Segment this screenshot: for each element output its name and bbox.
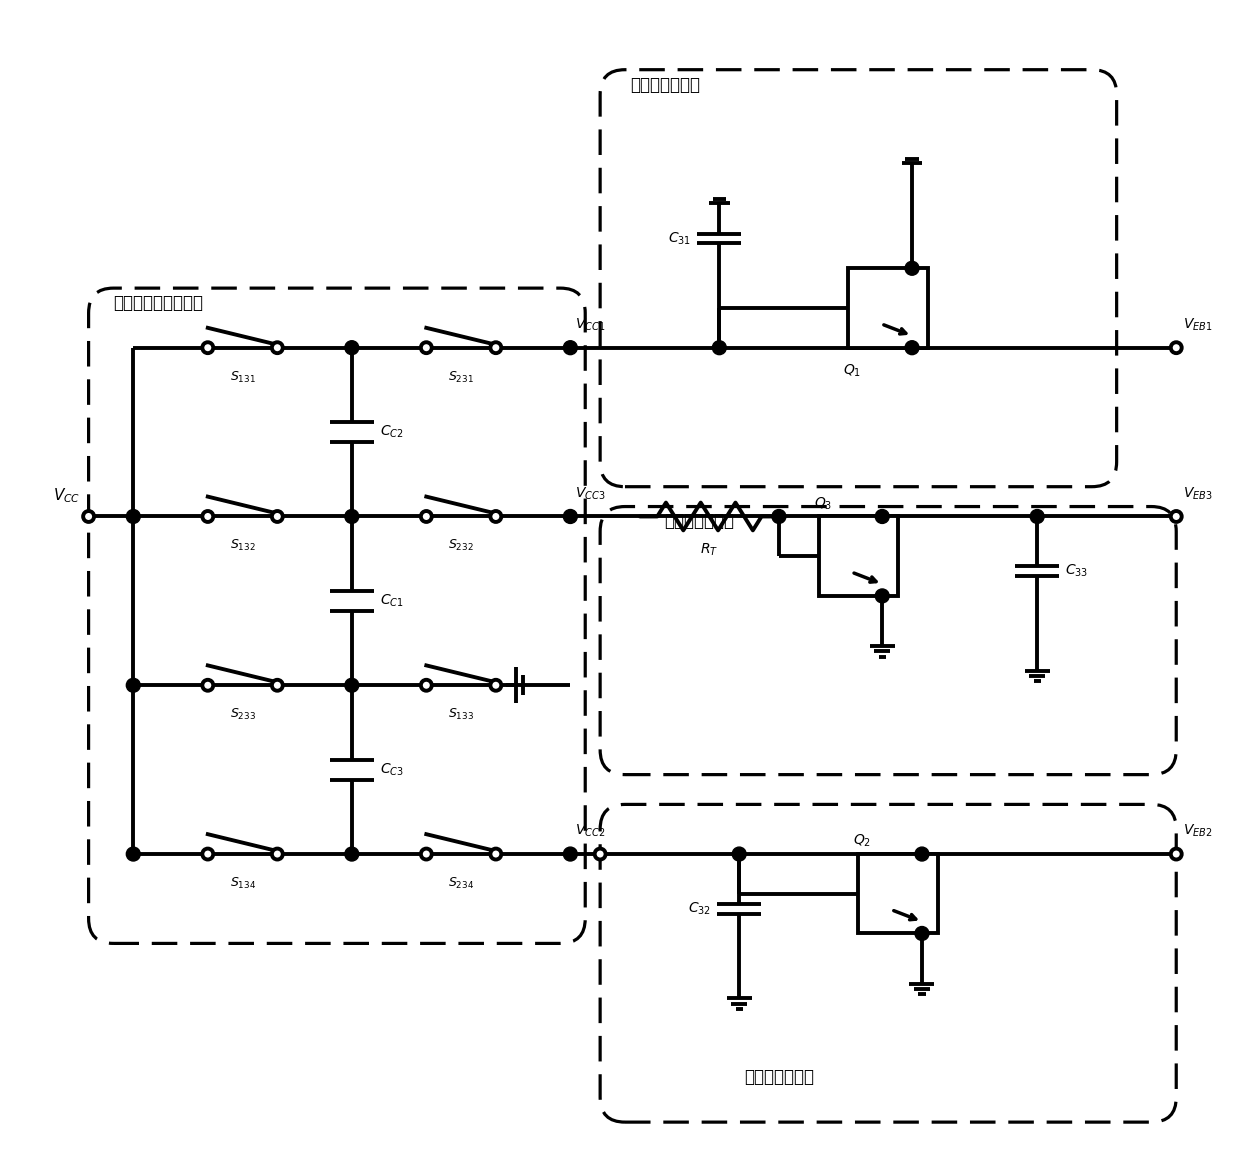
Text: $Q_3$: $Q_3$ (813, 496, 832, 512)
Circle shape (83, 511, 94, 522)
Circle shape (563, 340, 578, 354)
Circle shape (1171, 511, 1182, 522)
Text: $V_{CC2}$: $V_{CC2}$ (575, 823, 605, 840)
Circle shape (126, 847, 140, 861)
Text: $C_{32}$: $C_{32}$ (688, 900, 712, 916)
Bar (858, 854, 937, 934)
Text: $Q_1$: $Q_1$ (843, 363, 862, 379)
Circle shape (915, 847, 929, 861)
Circle shape (905, 340, 919, 354)
Circle shape (875, 510, 889, 524)
Text: 锄位电路模块一: 锄位电路模块一 (630, 76, 699, 93)
Text: $V_{EB2}$: $V_{EB2}$ (1183, 823, 1213, 840)
Circle shape (345, 679, 358, 693)
Text: $C_{31}$: $C_{31}$ (668, 230, 692, 247)
Text: 三输出电容升压模块: 三输出电容升压模块 (113, 294, 203, 312)
Circle shape (490, 849, 501, 859)
Circle shape (563, 847, 578, 861)
Circle shape (202, 511, 213, 522)
Text: $C_{33}$: $C_{33}$ (1065, 563, 1089, 580)
Text: $V_{CC}$: $V_{CC}$ (53, 486, 81, 505)
Circle shape (420, 343, 432, 353)
Text: $Q_2$: $Q_2$ (853, 833, 872, 849)
Circle shape (563, 510, 578, 524)
Circle shape (126, 510, 140, 524)
Bar (818, 517, 898, 596)
Text: $V_{EB1}$: $V_{EB1}$ (1183, 316, 1213, 332)
Circle shape (595, 849, 605, 859)
Circle shape (202, 680, 213, 690)
Circle shape (420, 511, 432, 522)
Circle shape (202, 343, 213, 353)
Circle shape (915, 927, 929, 941)
Text: $S_{133}$: $S_{133}$ (448, 707, 474, 722)
Circle shape (126, 679, 140, 693)
Circle shape (272, 343, 283, 353)
Text: $C_{C2}$: $C_{C2}$ (379, 424, 403, 441)
Text: $S_{132}$: $S_{132}$ (229, 539, 255, 554)
Circle shape (272, 680, 283, 690)
Text: $S_{234}$: $S_{234}$ (448, 876, 474, 891)
Circle shape (202, 849, 213, 859)
Text: $V_{CC3}$: $V_{CC3}$ (575, 485, 605, 501)
Text: $V_{CC1}$: $V_{CC1}$ (575, 316, 605, 332)
Circle shape (905, 261, 919, 275)
Circle shape (773, 510, 786, 524)
Circle shape (420, 680, 432, 690)
Text: $C_{C3}$: $C_{C3}$ (379, 761, 403, 778)
Text: $R_T$: $R_T$ (701, 541, 718, 557)
Circle shape (345, 340, 358, 354)
Circle shape (712, 340, 727, 354)
Circle shape (490, 680, 501, 690)
Circle shape (345, 847, 358, 861)
Text: $S_{231}$: $S_{231}$ (448, 370, 474, 385)
Circle shape (1171, 343, 1182, 353)
Text: $C_{C1}$: $C_{C1}$ (379, 592, 403, 609)
Circle shape (490, 343, 501, 353)
Circle shape (875, 589, 889, 603)
Circle shape (733, 847, 746, 861)
Text: $S_{131}$: $S_{131}$ (229, 370, 255, 385)
Circle shape (490, 511, 501, 522)
Text: $V_{EB3}$: $V_{EB3}$ (1183, 485, 1213, 501)
Circle shape (272, 849, 283, 859)
Text: 锄位电路模块二: 锄位电路模块二 (744, 1068, 813, 1087)
Circle shape (345, 510, 358, 524)
Circle shape (1030, 510, 1044, 524)
Circle shape (420, 849, 432, 859)
Text: $S_{233}$: $S_{233}$ (229, 707, 255, 722)
Bar (848, 268, 928, 347)
Circle shape (1171, 849, 1182, 859)
Circle shape (272, 511, 283, 522)
Text: $S_{134}$: $S_{134}$ (229, 876, 255, 891)
Text: 锄位电路模块三: 锄位电路模块三 (665, 512, 734, 531)
Text: $S_{232}$: $S_{232}$ (448, 539, 474, 554)
